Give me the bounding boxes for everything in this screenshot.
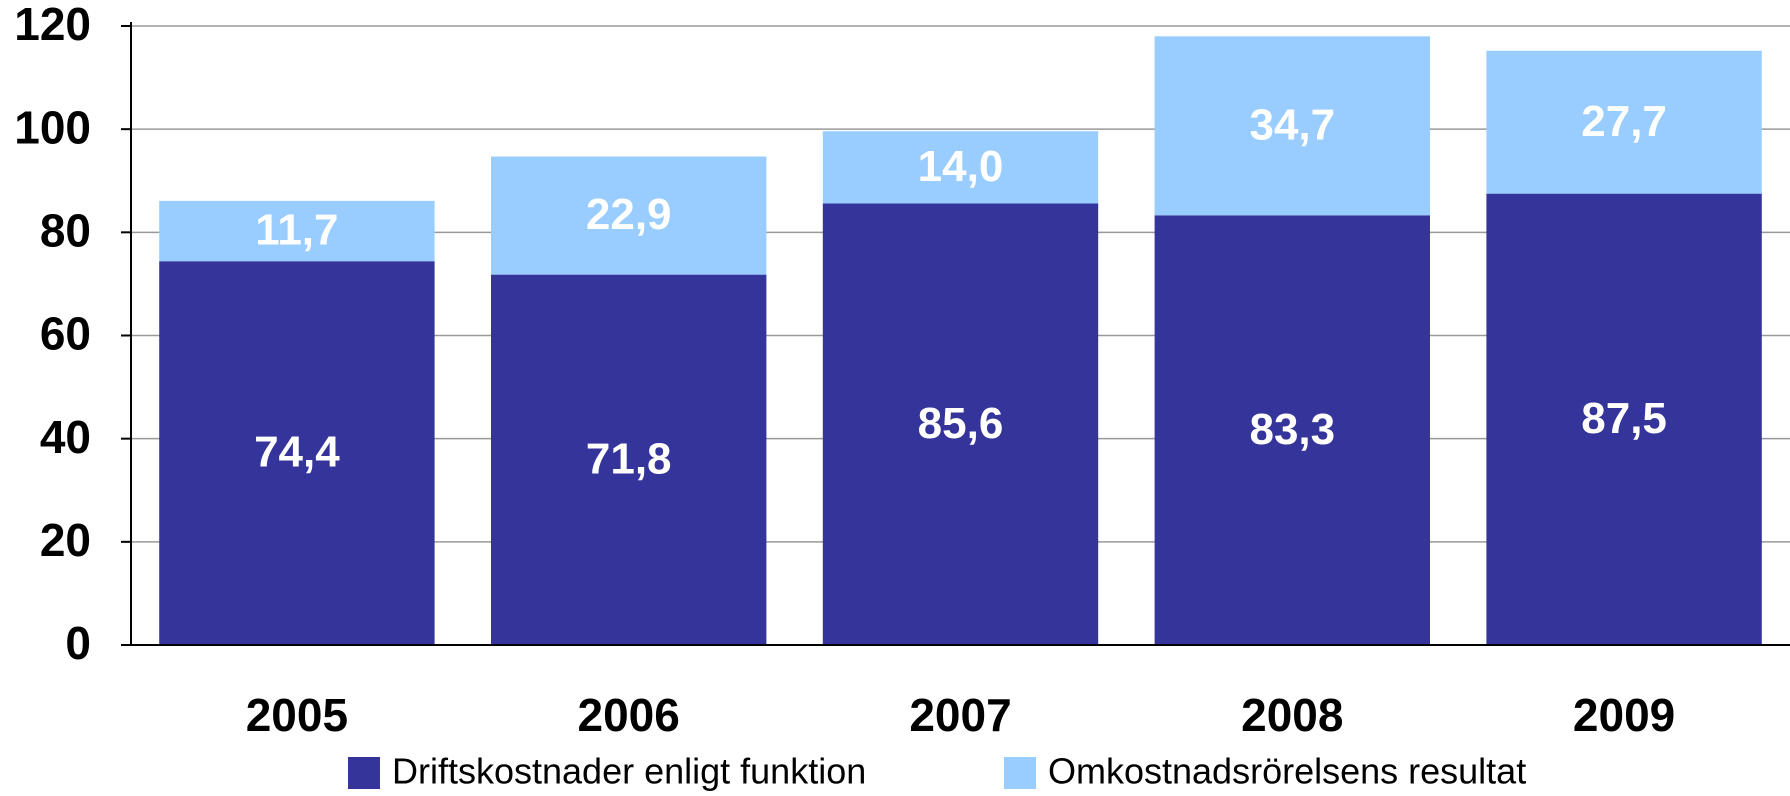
bar-segment bbox=[1154, 215, 1430, 645]
y-tick-label: 80 bbox=[40, 204, 91, 256]
y-tick-label: 100 bbox=[14, 101, 91, 153]
y-tick-label: 0 bbox=[65, 617, 91, 669]
y-tick-label: 20 bbox=[40, 514, 91, 566]
value-label: 85,6 bbox=[918, 399, 1004, 448]
bar-segment bbox=[159, 200, 435, 262]
x-tick-label: 2008 bbox=[1241, 689, 1343, 741]
bar-segment bbox=[822, 131, 1099, 204]
value-label: 83,3 bbox=[1249, 405, 1335, 454]
bar-segment bbox=[822, 203, 1099, 646]
legend-swatch bbox=[348, 757, 380, 789]
x-tick-label: 2007 bbox=[909, 689, 1011, 741]
value-label: 22,9 bbox=[586, 190, 672, 239]
value-label: 27,7 bbox=[1581, 97, 1667, 146]
y-tick-label: 60 bbox=[40, 308, 91, 360]
legend-label: Driftskostnader enligt funktion bbox=[392, 751, 866, 792]
x-tick-label: 2006 bbox=[578, 689, 680, 741]
value-label: 11,7 bbox=[255, 206, 338, 255]
legend-label: Omkostnadsrörelsens resultat bbox=[1048, 751, 1526, 792]
bar-segment bbox=[491, 274, 767, 645]
value-label: 74,4 bbox=[254, 428, 340, 477]
y-tick-label: 40 bbox=[40, 411, 91, 463]
value-label: 34,7 bbox=[1249, 100, 1335, 149]
bar-segment bbox=[1154, 36, 1430, 216]
bar-segment bbox=[159, 261, 435, 645]
bar-segment bbox=[1486, 193, 1762, 646]
legend-swatch bbox=[1004, 757, 1036, 789]
value-label: 14,0 bbox=[918, 142, 1004, 191]
value-label: 71,8 bbox=[586, 434, 672, 483]
value-label: 87,5 bbox=[1581, 394, 1667, 443]
x-tick-label: 2005 bbox=[246, 689, 348, 741]
x-tick-label: 2009 bbox=[1573, 689, 1675, 741]
bar-segment bbox=[491, 156, 767, 275]
y-tick-label: 120 bbox=[14, 0, 91, 50]
bar-segment bbox=[1486, 50, 1762, 194]
